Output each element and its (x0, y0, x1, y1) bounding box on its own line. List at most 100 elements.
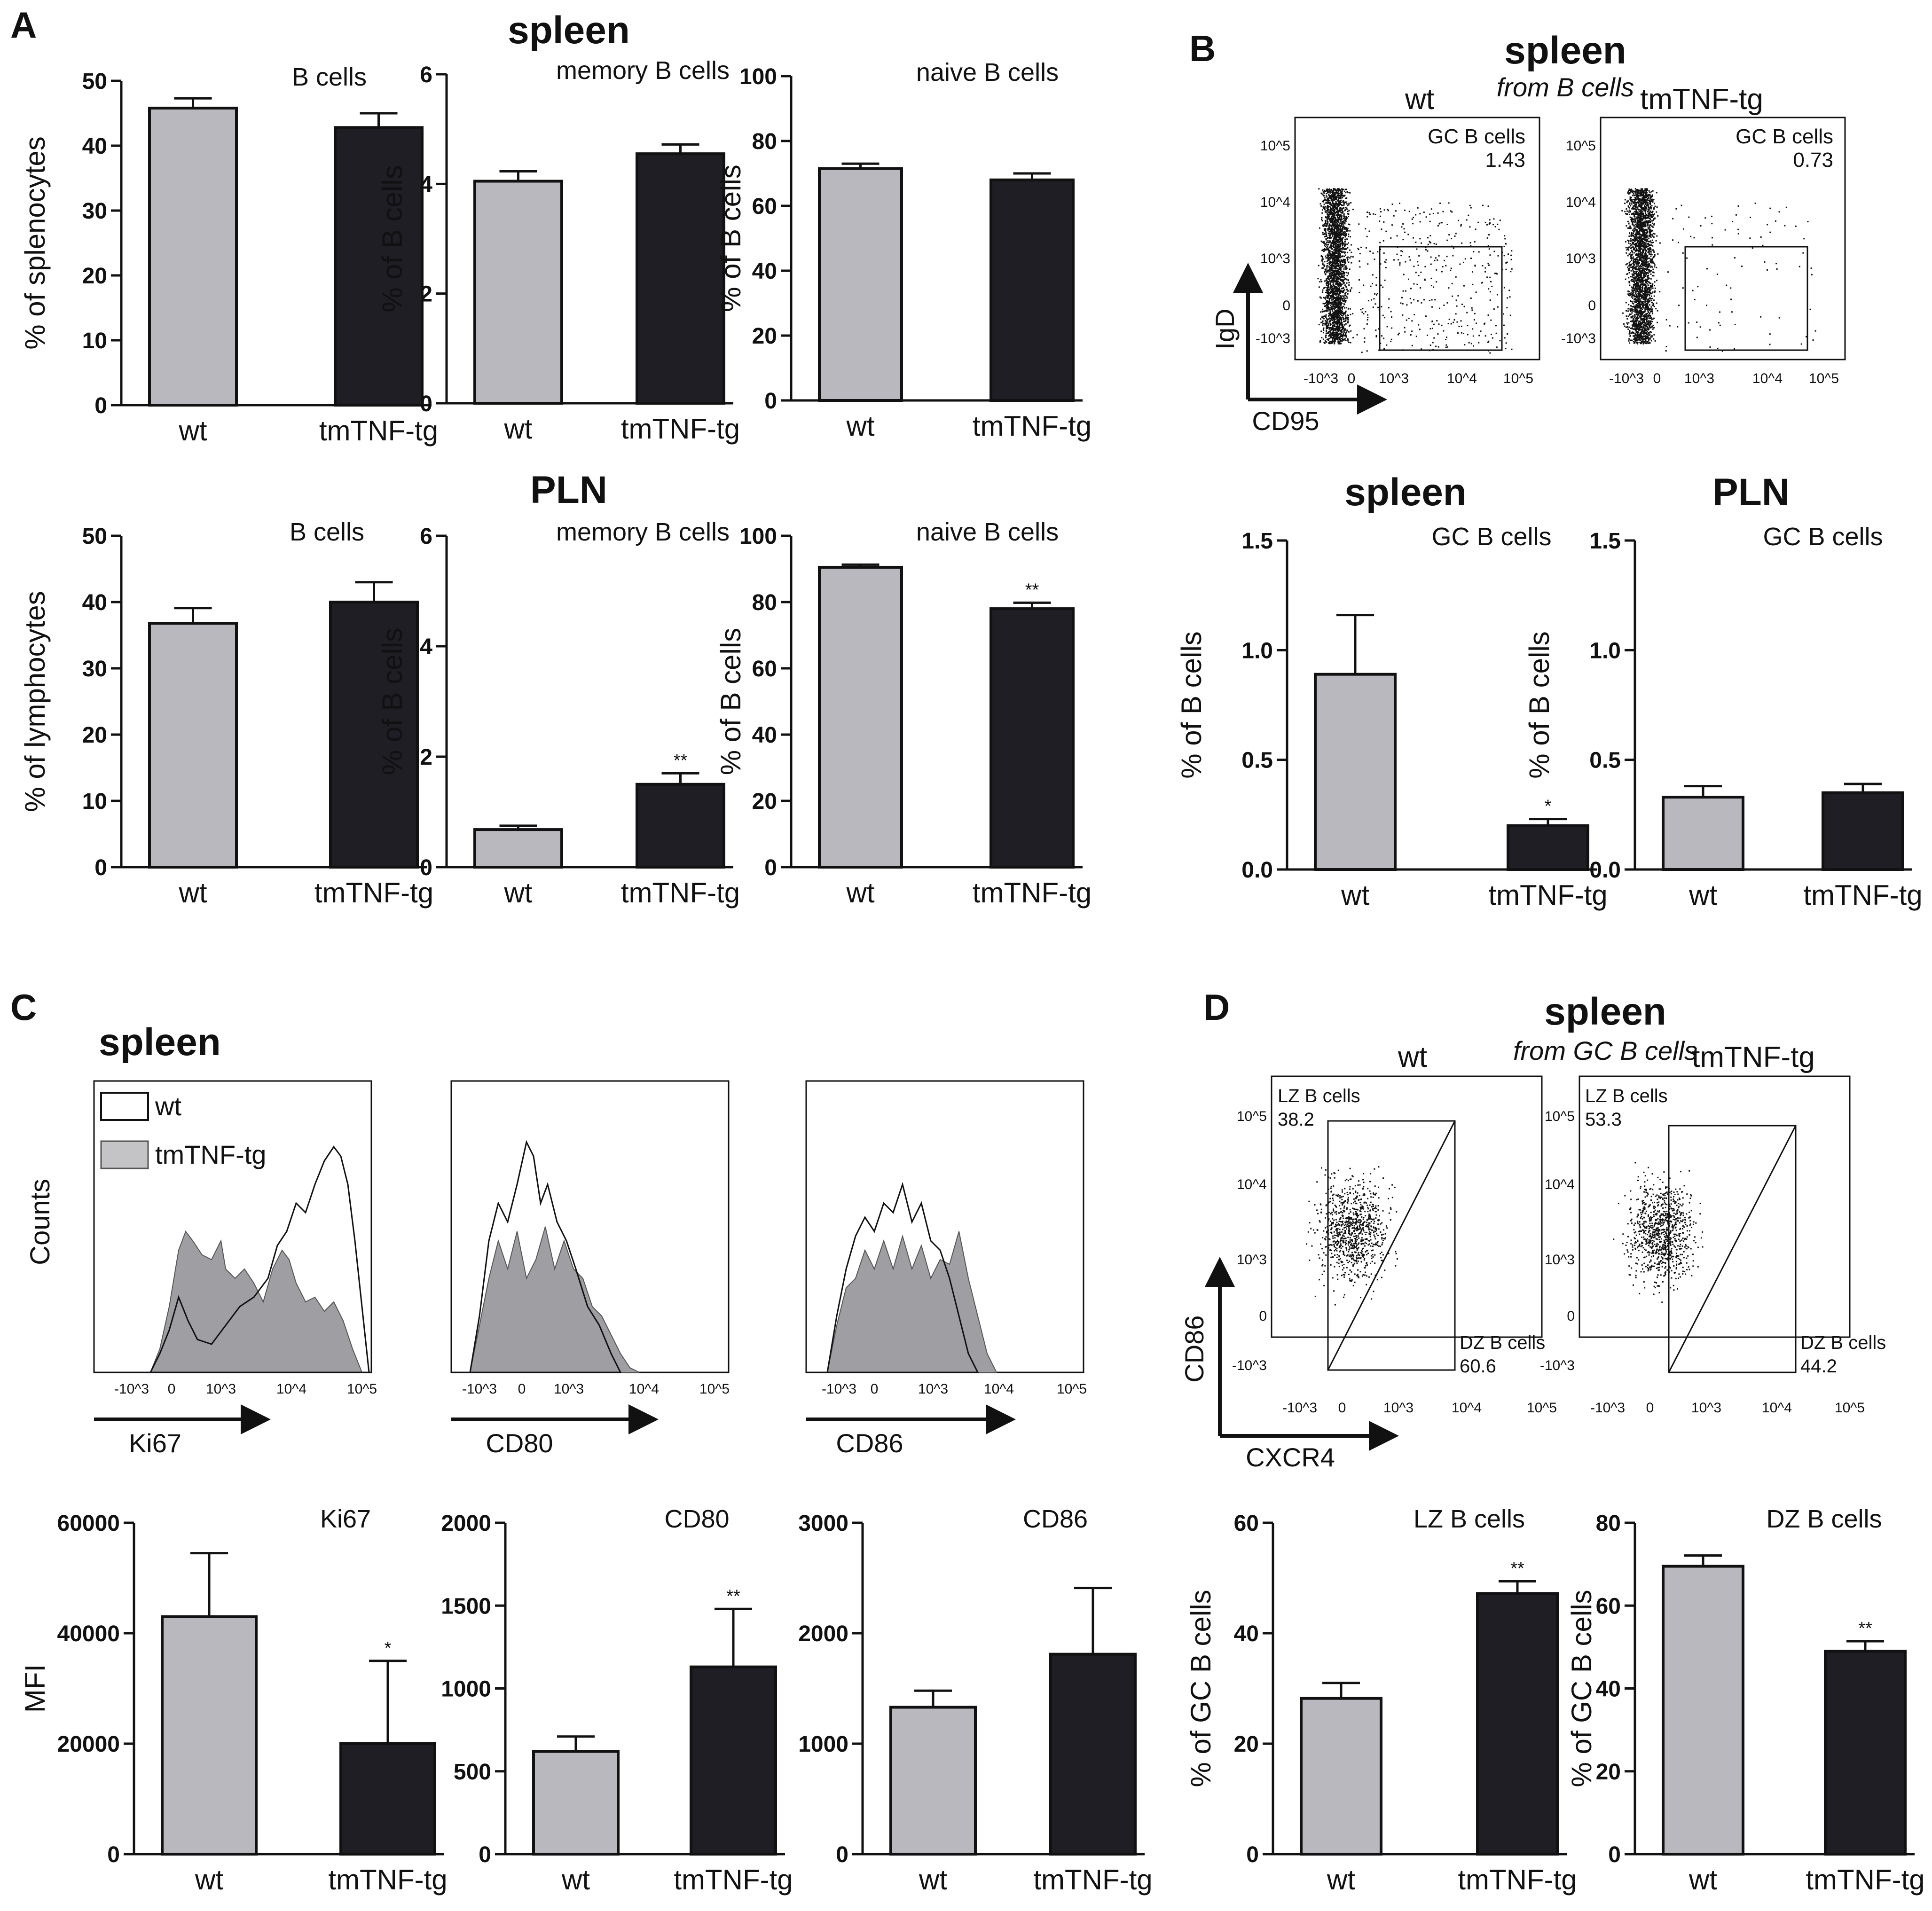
legend-label-wt: wt (155, 1091, 181, 1121)
y-tick-label: 80 (752, 129, 777, 154)
facs-b-xtick: -10^3 (1609, 371, 1644, 386)
facs-b-dots (1621, 188, 1816, 352)
y-tick-label: 40 (1234, 1621, 1259, 1646)
facs-d-axis-arrows: CD86 CXCR4 (1179, 1257, 1399, 1472)
facs-b-dots (1317, 188, 1513, 354)
histogram-xtick: 10^4 (276, 1381, 306, 1397)
y-axis-label: % of B cells (377, 628, 408, 775)
facs-b-plot-tg: tmTNF-tg GC B cells 0.73 (1600, 83, 1846, 360)
y-tick-label: 0 (420, 855, 432, 880)
bar-wt (818, 167, 903, 402)
bar-chart-b1: GC B cells 0.0 0.5 1.0 1.5 % of B cells wt * tmT… (1176, 523, 1608, 911)
y-tick-label: 2000 (441, 1511, 491, 1536)
bar-wt (1662, 1565, 1744, 1856)
legend: wt tmTNF-tg (100, 1091, 266, 1169)
bar-tmtnf-tg (1507, 824, 1589, 871)
y-tick-label: 6 (420, 63, 432, 87)
facs-b-xtick: -10^3 (1304, 371, 1338, 386)
facs-dot-cloud (1613, 1162, 1704, 1303)
y-tick-label: 60 (1596, 1594, 1621, 1619)
chart-title: CD86 (1023, 1505, 1088, 1533)
bar-chart-d1: LZ B cells 0 20 40 60 % of GC B cells wt ** tmTN… (1185, 1505, 1577, 1895)
histogram-xtick: 10^3 (554, 1381, 584, 1397)
section-title-d-top: spleen (1544, 990, 1666, 1033)
bar-tmtnf-tg (1824, 1650, 1907, 1856)
legend-label-tmtnf-tg: tmTNF-tg (155, 1140, 266, 1169)
category-label: wt (504, 413, 533, 445)
facs-b-gate (1684, 246, 1808, 351)
facs-d-gate-divider (1327, 1120, 1456, 1371)
y-tick-label: 50 (82, 69, 107, 94)
histogram-xtick: 10^4 (984, 1381, 1014, 1397)
facs-b-axis-arrows: IgD CD95 (1210, 263, 1387, 436)
bar-wt (473, 180, 563, 405)
bar-chart-a6: naive B cells 0 20 40 60 80 100 % of B cells wt *… (715, 518, 1092, 909)
category-label: tmTNF-tg (1806, 1864, 1924, 1895)
facs-d-plot-wt: wt LZ B cells 38.2 DZ B cells 60.6 (1271, 1041, 1545, 1377)
facs-d-xtick: 10^4 (1452, 1400, 1482, 1416)
y-tick-label: 20000 (57, 1732, 120, 1757)
category-label: tmTNF-tg (621, 877, 740, 909)
y-axis-label: % of B cells (715, 628, 746, 775)
y-tick-label: 20 (752, 789, 777, 814)
facs-dot-cloud (1306, 1166, 1398, 1306)
facs-d-sample-label: tmTNF-tg (1692, 1041, 1815, 1073)
y-tick-label: 0 (94, 393, 107, 418)
bar-tmtnf-tg (636, 783, 725, 869)
bar-wt (148, 622, 238, 869)
y-tick-label: 50 (82, 524, 107, 549)
y-tick-label: 500 (454, 1760, 491, 1785)
facs-b-ytick: 10^4 (1566, 195, 1596, 210)
y-tick-label: 40 (752, 259, 777, 284)
facs-b-gate (1379, 246, 1503, 351)
facs-b-xtick: 10^4 (1447, 371, 1477, 386)
facs-d-frame (1271, 1075, 1543, 1338)
y-axis-label: % of GC B cells (1185, 1590, 1217, 1787)
facs-d-lz-value: 53.3 (1585, 1109, 1622, 1130)
facs-d-lz-value: 38.2 (1278, 1109, 1314, 1130)
facs-d-ytick: 10^5 (1545, 1109, 1575, 1124)
y-tick-label: 2000 (798, 1621, 848, 1646)
category-label: tmTNF-tg (328, 1864, 447, 1895)
y-tick-label: 0 (479, 1842, 491, 1867)
significance-label: ** (1858, 1619, 1872, 1638)
facs-b-plot-wt: wt GC B cells 1.43 (1294, 83, 1540, 360)
bar-wt (161, 1615, 258, 1856)
chart-title: naive B cells (916, 58, 1059, 86)
histogram-ylabel: Counts (25, 1179, 55, 1265)
facs-d-ytick: -10^3 (1232, 1358, 1267, 1373)
facs-d-xtick: 10^4 (1762, 1400, 1792, 1416)
facs-b-ytick: 10^5 (1566, 138, 1596, 154)
section-title-b-top: spleen (1504, 29, 1626, 72)
y-tick-label: 20 (1234, 1732, 1259, 1757)
category-label: tmTNF-tg (1458, 1864, 1577, 1895)
bar-tmtnf-tg (690, 1665, 777, 1856)
y-tick-label: 0.0 (1241, 858, 1273, 883)
histogram-xtick: 10^5 (1057, 1381, 1087, 1397)
facs-d-gate (1668, 1125, 1797, 1373)
bar-chart-a3: naive B cells 0 20 40 60 80 100 % of B cells wt t… (715, 58, 1092, 442)
y-tick-label: 0 (1246, 1842, 1259, 1867)
significance-label: ** (674, 751, 688, 770)
significance-label: ** (1025, 580, 1039, 600)
histogram-xtick: -10^3 (462, 1381, 497, 1397)
y-tick-label: 60000 (57, 1511, 120, 1536)
histogram-marker-label: CD86 (836, 1428, 903, 1458)
facs-d-xtick: -10^3 (1282, 1400, 1317, 1416)
facs-d-dots (1306, 1166, 1398, 1306)
y-tick-label: 100 (739, 524, 777, 549)
y-axis-label: % of splenocytes (19, 136, 51, 350)
y-tick-label: 1.0 (1241, 638, 1273, 663)
chart-title: memory B cells (556, 56, 730, 85)
y-axis-label: % of GC B cells (1566, 1590, 1597, 1787)
category-label: tmTNF-tg (1033, 1864, 1152, 1895)
category-label: tmTNF-tg (1488, 879, 1607, 911)
facs-d-dz-name: DZ B cells (1800, 1332, 1886, 1353)
facs-d-ytick: 10^4 (1545, 1177, 1575, 1192)
y-tick-label: 30 (82, 657, 107, 681)
facs-b-gate-value: 1.43 (1485, 149, 1525, 172)
y-tick-label: 1000 (441, 1677, 491, 1702)
